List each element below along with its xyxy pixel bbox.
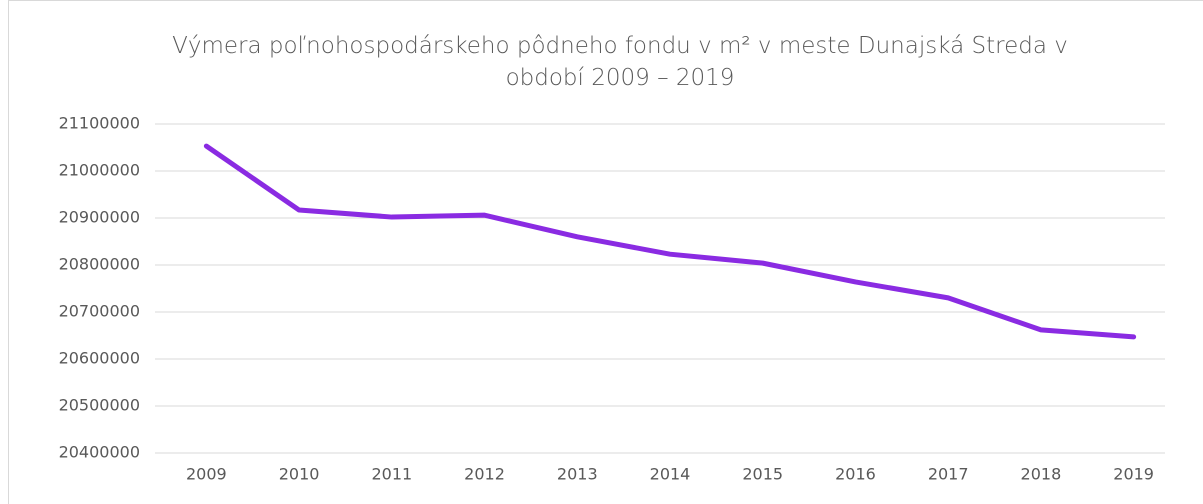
chart-border <box>8 0 1203 504</box>
chart-title: Výmera poľnohospodárskeho pôdneho fondu … <box>172 33 1068 91</box>
y-tick-label: 20400000 <box>59 443 140 462</box>
x-tick-label: 2011 <box>371 465 412 484</box>
x-tick-label: 2019 <box>1113 465 1154 484</box>
y-tick-label: 20700000 <box>59 302 140 321</box>
x-tick-label: 2014 <box>650 465 691 484</box>
y-tick-label: 20900000 <box>59 208 140 227</box>
y-tick-label: 21000000 <box>59 161 140 180</box>
x-tick-label: 2013 <box>557 465 598 484</box>
x-tick-label: 2017 <box>928 465 969 484</box>
x-tick-label: 2012 <box>464 465 505 484</box>
x-tick-label: 2018 <box>1021 465 1062 484</box>
y-tick-label: 20800000 <box>59 255 140 274</box>
x-tick-label: 2009 <box>186 465 227 484</box>
x-tick-label: 2015 <box>742 465 783 484</box>
y-tick-label: 20500000 <box>59 396 140 415</box>
y-tick-label: 21100000 <box>59 114 140 133</box>
x-tick-label: 2010 <box>279 465 320 484</box>
data-line <box>203 143 1137 340</box>
y-tick-label: 20600000 <box>59 349 140 368</box>
x-tick-label: 2016 <box>835 465 876 484</box>
